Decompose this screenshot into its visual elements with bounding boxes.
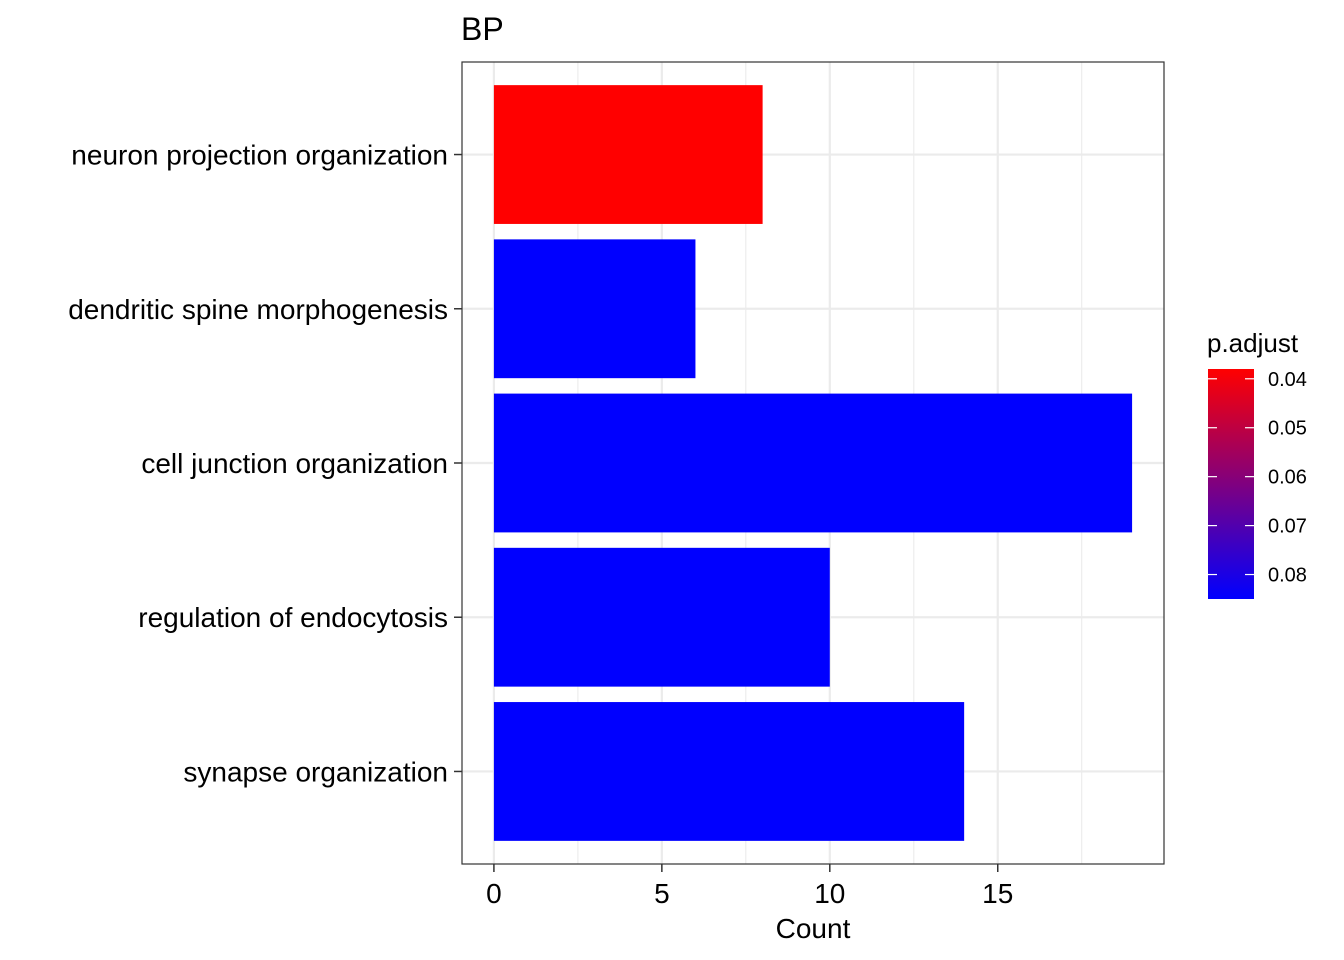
bars bbox=[493, 85, 1133, 841]
legend-title: p.adjust bbox=[1207, 328, 1299, 358]
chart-title: BP bbox=[461, 11, 504, 47]
y-tick-label: synapse organization bbox=[183, 756, 448, 787]
colorbar-tick-label: 0.07 bbox=[1268, 516, 1307, 538]
x-axis-ticks: 0 5 10 15 bbox=[486, 864, 1013, 909]
colorbar-tick-label: 0.08 bbox=[1268, 565, 1307, 587]
y-tick-label: dendritic spine morphogenesis bbox=[68, 294, 448, 325]
legend: p.adjust 0.04 0.05 0.06 0.07 0.08 bbox=[1207, 328, 1307, 599]
x-tick-label: 0 bbox=[486, 878, 502, 909]
colorbar-tick-label: 0.05 bbox=[1268, 418, 1307, 440]
colorbar-tick-label: 0.06 bbox=[1268, 467, 1307, 489]
y-tick-label: regulation of endocytosis bbox=[138, 602, 448, 633]
x-tick-label: 10 bbox=[814, 878, 845, 909]
y-tick-label: cell junction organization bbox=[141, 448, 448, 479]
x-tick-label: 15 bbox=[982, 878, 1013, 909]
bar-5 bbox=[493, 702, 965, 841]
bar-1 bbox=[493, 85, 763, 224]
y-tick-label: neuron projection organization bbox=[71, 140, 448, 171]
colorbar-tick-label: 0.04 bbox=[1268, 369, 1307, 391]
colorbar-ticks: 0.04 0.05 0.06 0.07 0.08 bbox=[1208, 369, 1307, 587]
bar-2 bbox=[493, 239, 696, 379]
x-axis-title: Count bbox=[776, 913, 851, 944]
y-axis-labels: neuron projection organization dendritic … bbox=[68, 140, 462, 787]
x-tick-label: 5 bbox=[654, 878, 670, 909]
colorbar bbox=[1208, 369, 1254, 599]
bar-4 bbox=[493, 547, 830, 687]
bar-3 bbox=[493, 393, 1133, 533]
